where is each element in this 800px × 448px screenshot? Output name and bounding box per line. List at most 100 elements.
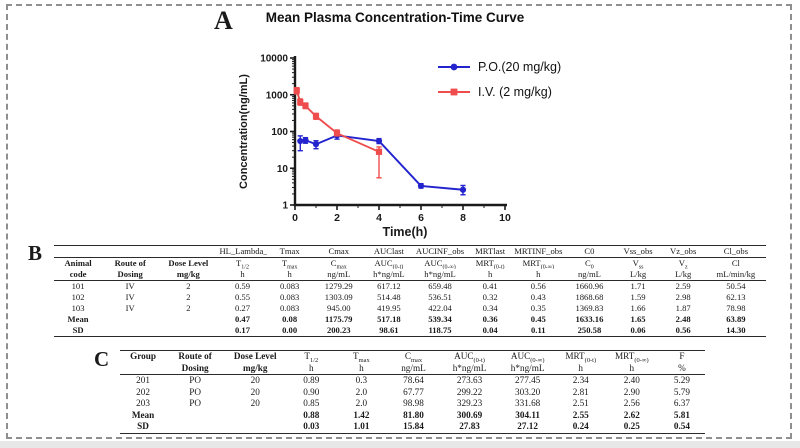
col-header: MRT(0-∞) <box>615 351 649 363</box>
cell: 0.88 <box>303 409 320 420</box>
col-header: Dose Level <box>168 258 209 268</box>
col-header: T1/2 <box>236 258 249 269</box>
cell: 1303.09 <box>324 292 353 302</box>
col-header: h*ng/mL <box>364 269 413 281</box>
cell: 2.55 <box>572 409 589 420</box>
cell: 0.85 <box>303 398 320 408</box>
col-header: h <box>336 362 387 375</box>
cell: 203 <box>136 398 150 408</box>
table-header-row: Dosing mg/kg h h ng/mL h*ng/mL h*ng/mL h h% <box>120 362 705 375</box>
series-line <box>295 90 380 153</box>
y-tick-label: 100 <box>271 127 288 138</box>
cell: 1.87 <box>675 303 691 313</box>
y-tick-label: 1000 <box>266 90 289 101</box>
series-line <box>300 134 464 191</box>
col-header: MRTINF_obs <box>513 245 564 258</box>
table-row: Mean 0.88 1.42 81.80 300.69 304.11 2.55 2.62 5.8… <box>120 410 705 422</box>
pk-table-po: Group Route of Dose Level T1/2 Tmax Cmax AUC(0… <box>120 350 705 434</box>
col-header: Vss_obs <box>615 245 661 258</box>
x-tick-label: 10 <box>499 212 511 224</box>
y-tick-label: 10 <box>277 164 289 175</box>
cell: 1633.16 <box>575 314 604 324</box>
col-header: h <box>266 269 313 281</box>
cell: 98.61 <box>364 325 413 337</box>
col-header: h <box>286 362 337 375</box>
col-header: MRT(0-t) <box>475 258 505 269</box>
cell: 0.17 <box>218 325 267 337</box>
cell: 202 <box>136 386 150 397</box>
cell: IV <box>125 303 135 313</box>
cell: PO <box>189 375 201 385</box>
cell: 62.13 <box>726 292 746 302</box>
cell: 0.35 <box>530 303 546 313</box>
table-row: 102 IV 2 0.55 0.083 1303.09 514.48 536.51 0.32 0.… <box>54 292 766 303</box>
col-header: Cmax <box>312 245 365 258</box>
cell: 5.81 <box>673 409 690 420</box>
cell: 419.95 <box>377 303 401 313</box>
series-po <box>297 130 467 196</box>
cell: 63.89 <box>726 314 746 324</box>
cell: 0.55 <box>234 292 251 302</box>
panel-label-c: C <box>94 347 110 371</box>
col-header: MRT(0-t) <box>565 351 597 363</box>
cell: 98.98 <box>403 398 424 408</box>
col-header: Vz_obs <box>660 245 706 258</box>
cell: 2.59 <box>675 281 691 291</box>
x-tick-label: 4 <box>376 212 382 224</box>
cell: 2 <box>186 281 191 291</box>
col-header: % <box>658 362 705 375</box>
col-header: Dosing <box>166 362 225 375</box>
cell: 299.22 <box>456 386 483 397</box>
cell: 2 <box>186 303 191 313</box>
data-point <box>302 102 309 109</box>
x-tick-label: 8 <box>460 212 466 224</box>
cell: 0.25 <box>604 421 659 434</box>
cell: 1369.83 <box>575 303 604 313</box>
cell: 81.80 <box>403 409 424 420</box>
cell: 514.48 <box>377 292 401 302</box>
cell: 0.083 <box>279 292 300 302</box>
cell: 0.083 <box>279 281 300 291</box>
data-point <box>459 186 467 193</box>
data-point <box>375 148 383 155</box>
col-header: AUC(0-∞) <box>510 351 545 363</box>
cell: 2.56 <box>623 398 640 408</box>
cell: 2.90 <box>623 386 640 397</box>
col-header: L/kg <box>615 269 661 281</box>
iv-parameters-table: HL_Lambda_ Tmax Cmax AUClast AUCINF_obs MRTla… <box>54 245 766 337</box>
data-point <box>293 87 300 94</box>
cell: 0.27 <box>234 303 251 313</box>
cell: 1868.68 <box>575 292 604 302</box>
cell: 27.83 <box>440 421 499 434</box>
table-header-row: HL_Lambda_ Tmax Cmax AUClast AUCINF_obs MRTla… <box>54 245 766 258</box>
cell: 50.54 <box>726 281 746 291</box>
x-tick-label: 6 <box>418 212 424 224</box>
cell: 14.30 <box>705 325 766 337</box>
cell: 0.36 <box>482 314 498 324</box>
col-header <box>158 245 219 258</box>
cell: 1.71 <box>630 281 646 291</box>
cell: 945.00 <box>326 303 351 313</box>
cell: 517.18 <box>377 314 401 324</box>
cell: IV <box>125 281 135 291</box>
cell: 1.42 <box>353 409 370 420</box>
cell: 0.06 <box>615 325 661 337</box>
col-header <box>102 245 159 258</box>
cell <box>158 314 218 325</box>
cell: Mean <box>67 314 89 324</box>
cell: 1.01 <box>336 421 387 434</box>
col-header: h*ng/mL <box>412 269 468 281</box>
cell <box>158 325 219 337</box>
cell: 0.11 <box>513 325 564 337</box>
cell: 2.40 <box>623 375 640 385</box>
cell: 0.32 <box>482 292 498 302</box>
cell: PO <box>189 398 201 408</box>
table-header-row: Animal Route of Dose Level T1/2 Tmax Cmax AUC(… <box>54 258 766 269</box>
cell: 0.00 <box>266 325 313 337</box>
legend-marker <box>450 63 458 71</box>
y-tick-label: 10000 <box>260 54 288 65</box>
cell: 0.56 <box>660 325 706 337</box>
cell: SD <box>120 421 167 434</box>
x-tick-label: 0 <box>292 212 298 224</box>
cell <box>102 314 158 325</box>
